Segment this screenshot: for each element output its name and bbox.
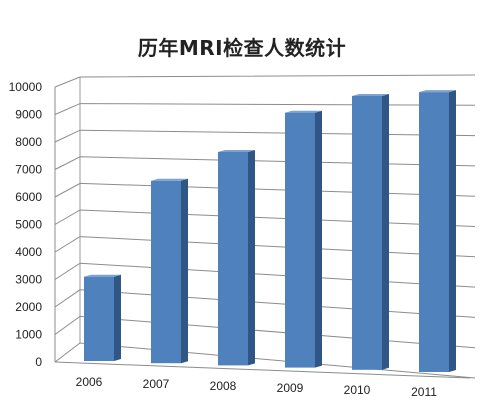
y-tick-label: 7000	[15, 163, 42, 177]
gridline	[54, 289, 476, 318]
y-tick-label: 6000	[15, 190, 42, 204]
x-tick-label: 2009	[277, 381, 304, 395]
x-tick-label: 2006	[76, 375, 103, 389]
bar	[151, 180, 181, 364]
bar	[352, 96, 382, 370]
bar-top	[352, 94, 389, 97]
bar	[84, 276, 114, 361]
bar-side	[315, 110, 322, 368]
bar	[285, 112, 315, 368]
y-tick-label: 10000	[9, 80, 43, 94]
y-tick-label: 2000	[15, 300, 42, 314]
bar-side	[181, 178, 188, 364]
gridline	[54, 315, 476, 349]
y-tick-label: 8000	[15, 135, 42, 149]
bar	[218, 151, 248, 366]
gridline	[54, 74, 476, 88]
bar-top	[285, 110, 322, 113]
bar-top	[218, 149, 255, 152]
y-tick-label: 9000	[15, 108, 42, 122]
gridline	[54, 209, 476, 227]
bar-top	[151, 178, 188, 181]
gridline	[54, 262, 476, 288]
gridline	[54, 156, 476, 170]
x-tick-label: 2008	[210, 379, 237, 393]
y-tick-label: 3000	[15, 273, 42, 287]
bar-side	[449, 90, 456, 373]
gridline	[54, 129, 476, 143]
floor-front-edge	[54, 361, 471, 379]
bar-side	[248, 149, 255, 366]
bar-top	[84, 274, 121, 277]
x-tick-label: 2007	[143, 377, 170, 391]
gridline	[54, 236, 476, 258]
x-tick-label: 2011	[411, 385, 437, 399]
y-tick-label: 4000	[15, 245, 42, 259]
bar-side	[114, 274, 121, 361]
y-tick-label: 5000	[15, 218, 42, 232]
bar-side	[382, 94, 389, 370]
x-tick-label: 2010	[344, 383, 371, 397]
gridline	[54, 103, 476, 115]
y-tick-label: 1000	[15, 328, 42, 342]
bar	[419, 92, 449, 373]
bar-top	[419, 90, 456, 93]
chart-title: 历年MRI检查人数统计	[137, 36, 347, 60]
gridline	[54, 342, 476, 379]
y-tick-label: 0	[35, 355, 42, 369]
gridline	[54, 182, 476, 198]
